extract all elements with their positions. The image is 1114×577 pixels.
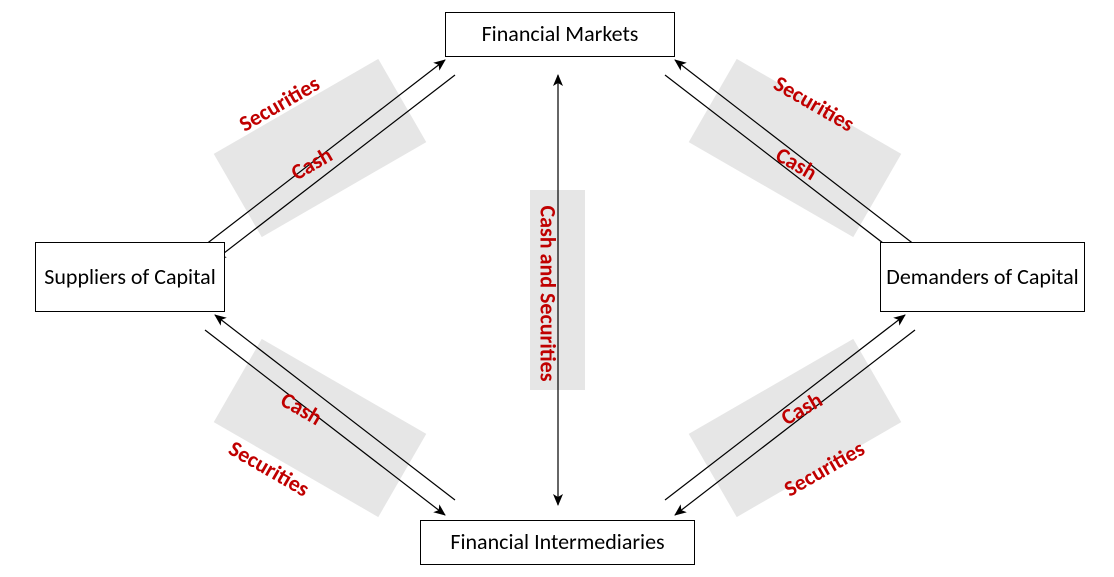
node-financial-markets: Financial Markets [445,12,675,57]
node-demanders-of-capital: Demanders of Capital [880,242,1085,312]
node-suppliers-of-capital: Suppliers of Capital [35,242,225,312]
flow-rect-bottom-left [214,339,427,517]
node-financial-intermediaries: Financial Intermediaries [420,520,695,565]
label-center: Cash and Securities [534,206,561,382]
